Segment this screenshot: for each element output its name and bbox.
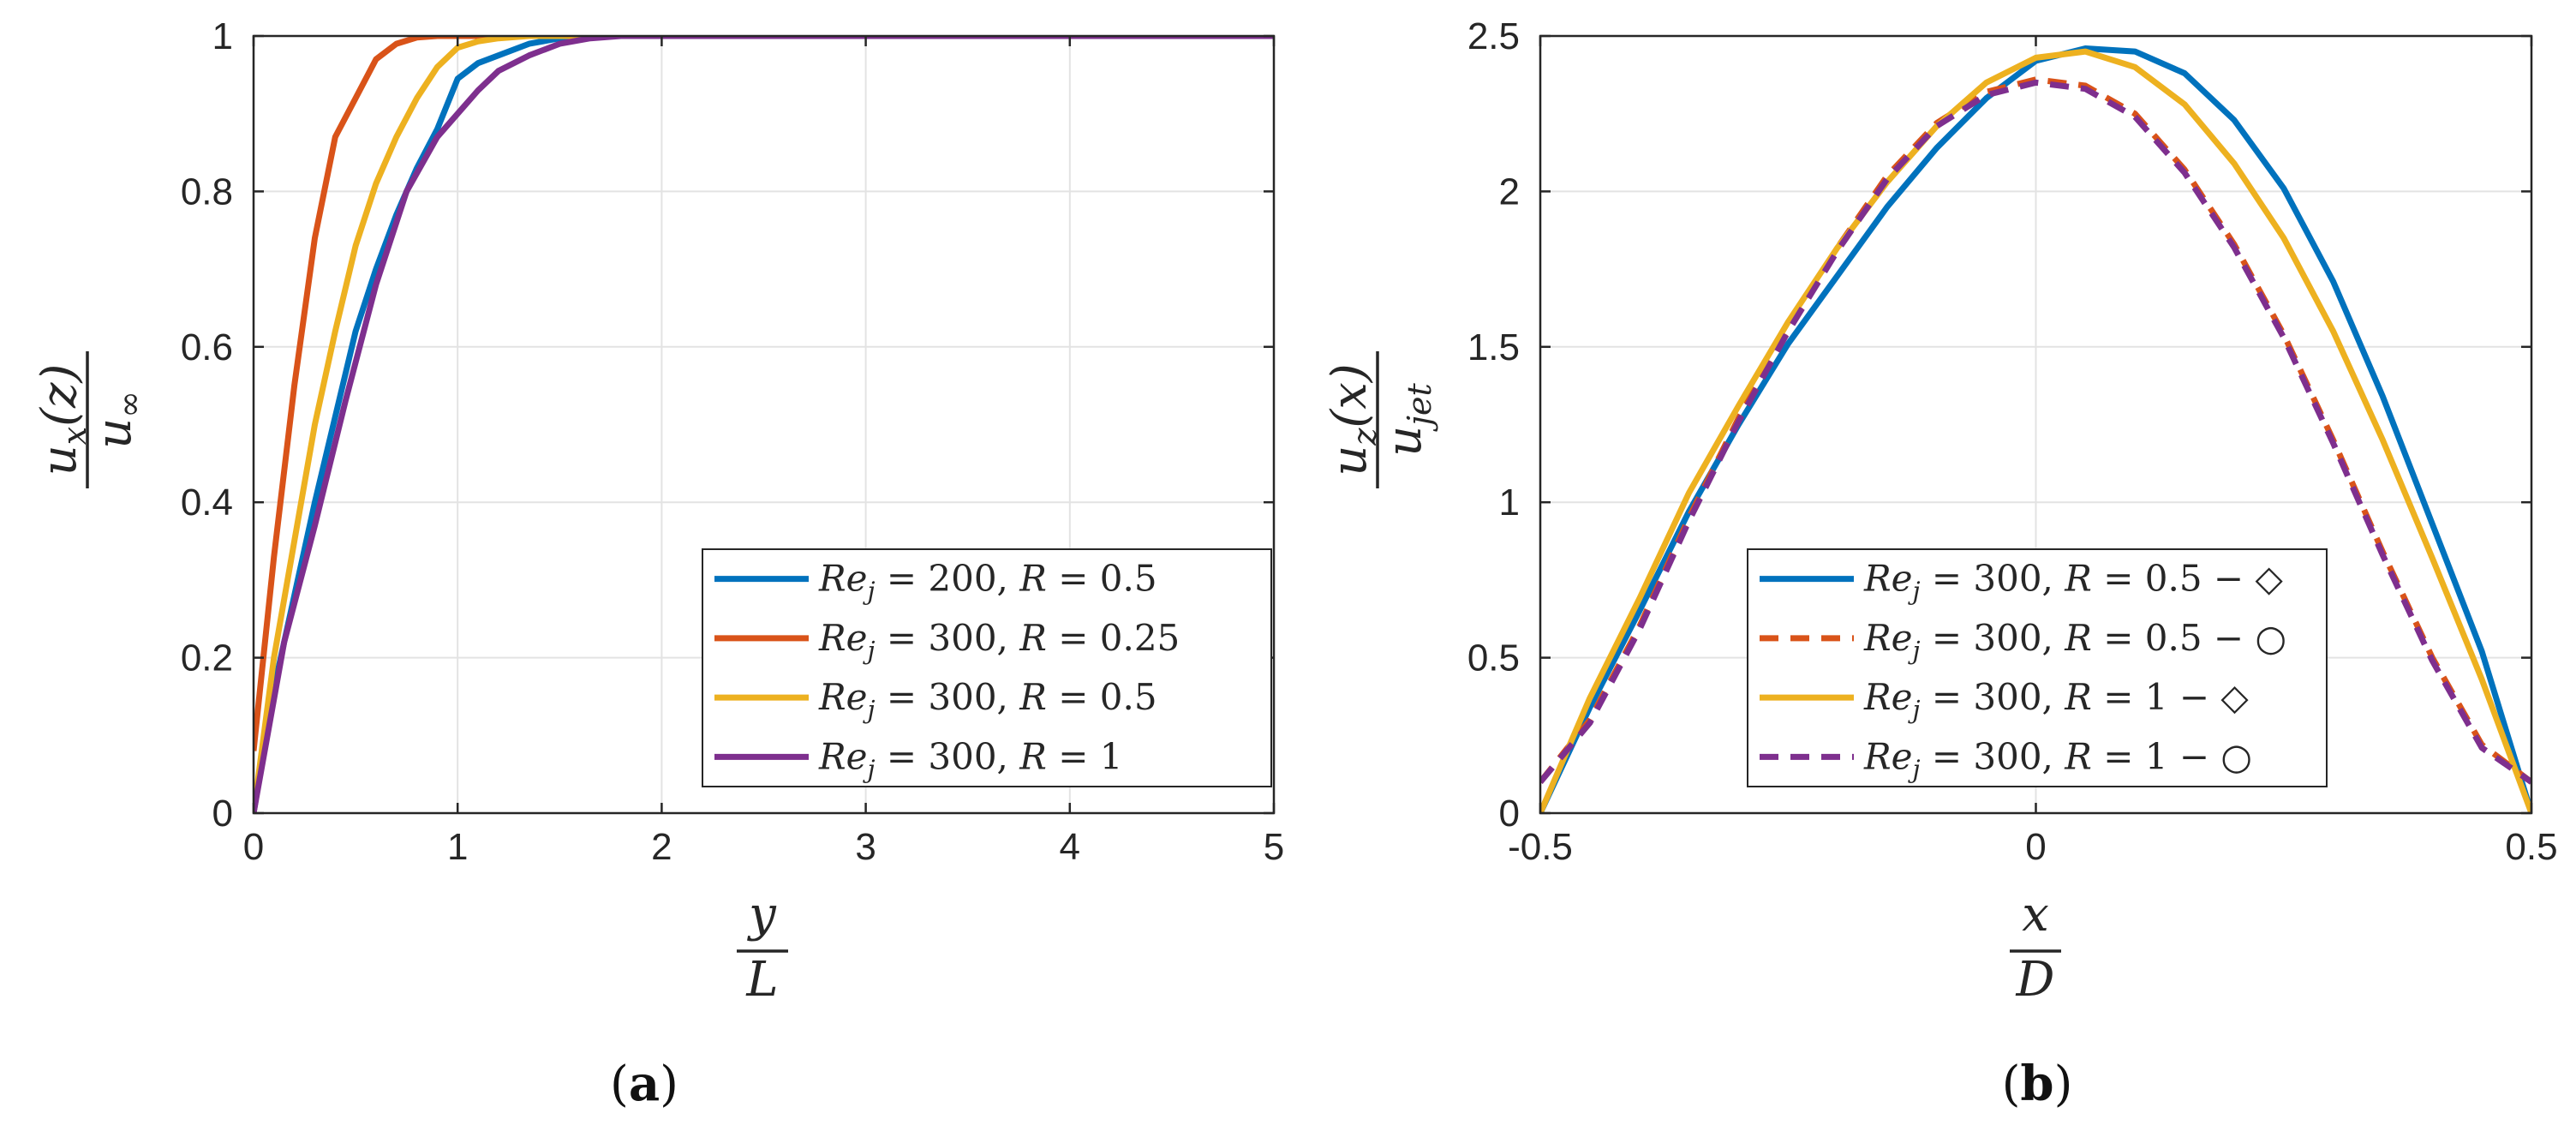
- legend-entry-1: Rej = 200, R = 0.5: [818, 558, 1157, 606]
- x-tick-label: -0.5: [1508, 826, 1573, 868]
- y-tick-label: 2: [1499, 171, 1520, 212]
- legend-entry-4: Rej = 300, R = 1 − ○: [1863, 735, 2252, 783]
- y-axis-label-denominator: ujet: [1377, 382, 1438, 456]
- legend-box: [702, 548, 1272, 787]
- legend-entry-3: Rej = 300, R = 1 − ◇: [1863, 676, 2249, 724]
- y-axis-label: uz(x)ujet: [1322, 351, 1438, 488]
- y-axis-label-numerator: ux(z): [32, 364, 93, 476]
- legend: Rej = 300, R = 0.5 − ◇ Rej = 300, R = 0.5…: [1747, 548, 2328, 787]
- y-axis-label-numerator: uz(x): [1322, 363, 1384, 476]
- legend: Rej = 200, R = 0.5 Rej = 300, R = 0.25 Rej…: [702, 548, 1272, 787]
- x-axis-label-denominator: D: [2016, 952, 2055, 1008]
- series-line-3: [1540, 48, 2531, 813]
- y-tick-label: 1: [1499, 482, 1520, 524]
- legend-entry-2: Rej = 300, R = 0.25: [818, 617, 1180, 665]
- x-tick-label: 0.5: [2505, 826, 2557, 868]
- axes-box: [252, 34, 1276, 815]
- series-line-4: [254, 36, 1274, 813]
- x-tick-label: 0: [2025, 826, 2046, 868]
- y-tick-label: 1.5: [1467, 326, 1520, 368]
- x-tick-label: 0: [243, 826, 264, 868]
- series-line-1: [254, 36, 1274, 813]
- y-tick-label: 0.2: [181, 637, 233, 679]
- series-group: [1540, 45, 2531, 813]
- legend-entry-4: Rej = 300, R = 1: [818, 735, 1123, 783]
- series-line-3: [254, 36, 1274, 813]
- y-axis-label: ux(z)u∞: [32, 351, 148, 488]
- legend-box: [1747, 548, 2328, 787]
- x-tick-label: 4: [1060, 826, 1080, 868]
- y-tick-label: 1: [212, 15, 233, 57]
- y-tick-label: 0.5: [1467, 637, 1520, 679]
- x-tick-label: 5: [1264, 826, 1284, 868]
- legend-entry-1: Rej = 300, R = 0.5 − ◇: [1863, 558, 2283, 606]
- y-tick-label: 0.4: [181, 482, 233, 524]
- series-line-4: [1540, 79, 2531, 785]
- y-tick-label: 0: [1499, 793, 1520, 835]
- series-line-2: [254, 36, 1274, 751]
- x-axis-label-numerator: x: [2022, 887, 2049, 942]
- panel-caption: (b): [2002, 1056, 2073, 1112]
- y-tick-label: 0.8: [181, 171, 233, 212]
- y-tick-label: 0.6: [181, 326, 233, 368]
- y-axis-label-denominator: u∞: [87, 391, 148, 449]
- y-tick-label: 0: [212, 793, 233, 835]
- x-tick-label: 2: [651, 826, 672, 868]
- x-tick-label: 3: [855, 826, 876, 868]
- x-axis-label-denominator: L: [745, 952, 778, 1008]
- legend-entry-2: Rej = 300, R = 0.5 − ○: [1863, 617, 2286, 665]
- y-tick-label: 2.5: [1467, 15, 1520, 57]
- x-tick-label: 1: [447, 826, 468, 868]
- series-group: [254, 36, 1274, 813]
- legend-entry-3: Rej = 300, R = 0.5: [818, 676, 1157, 724]
- panel-caption: (a): [610, 1056, 678, 1112]
- x-axis-label-numerator: y: [746, 887, 777, 942]
